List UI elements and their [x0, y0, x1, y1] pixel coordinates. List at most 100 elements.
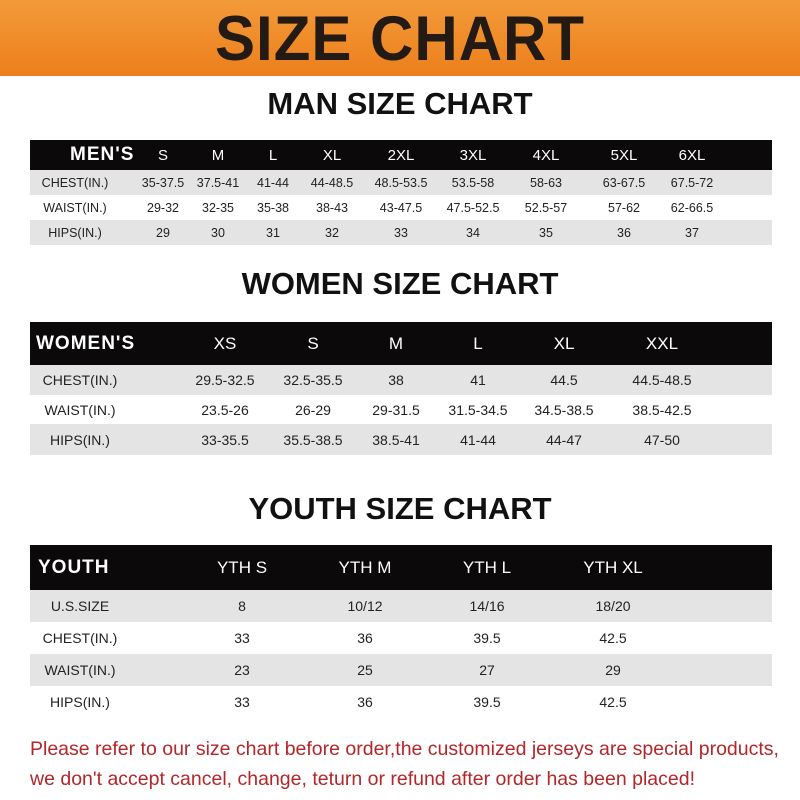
- measurement-cell: 44-47: [546, 431, 582, 448]
- measurement-cell: 38: [388, 372, 404, 388]
- women-size-table: WOMEN'S XS S M L XL XXL CHEST(IN.) 29.5-32.5 32.5…: [30, 322, 772, 455]
- size-header: XXL: [645, 333, 679, 353]
- measurement-cell: 23: [234, 662, 250, 678]
- size-header: S: [157, 146, 169, 164]
- measurement-cell: 44.5-48.5: [632, 372, 692, 388]
- measurement-cell: 57-62: [608, 200, 640, 215]
- measurement-cell: 41-44: [460, 431, 496, 448]
- row-label: WAIST(IN.): [44, 662, 116, 678]
- measurement-cell: 62-66.5: [670, 200, 714, 215]
- measurement-cell: 31: [266, 225, 280, 240]
- measurement-cell: 37.5-41: [196, 175, 240, 190]
- measurement-cell: 29-32: [147, 200, 179, 215]
- size-header: L: [473, 333, 483, 353]
- table-header-row: MEN'S S M L XL 2XL 3XL 4XL 5XL 6XL: [30, 140, 772, 170]
- measurement-cell: 33-35.5: [201, 431, 249, 448]
- table-row: WAIST(IN.) 23 25 27 29: [30, 654, 772, 686]
- row-label: U.S.SIZE: [50, 598, 110, 614]
- measurement-cell: 36: [357, 630, 373, 646]
- measurement-cell: 32: [325, 225, 339, 240]
- table-header-row: WOMEN'S XS S M L XL XXL: [30, 322, 772, 365]
- measurement-cell: 36: [617, 225, 631, 240]
- measurement-cell: 29: [605, 662, 621, 678]
- women-size-chart-title: WOMEN SIZE CHART: [241, 266, 559, 301]
- measurement-cell: 42.5: [599, 630, 627, 646]
- table-row: CHEST(IN.) 33 36 39.5 42.5: [30, 622, 772, 654]
- notice-line-1: Please refer to our size chart before or…: [30, 738, 779, 760]
- table-row: CHEST(IN.) 35-37.5 37.5-41 41-44 44-48.5 48.5…: [30, 170, 772, 195]
- men-size-table: MEN'S S M L XL 2XL 3XL 4XL 5XL 6XL CHEST(IN.) 35-37…: [30, 140, 772, 245]
- measurement-cell: 43-47.5: [379, 200, 423, 215]
- row-label: HIPS(IN.): [50, 431, 110, 448]
- measurement-cell: 34.5-38.5: [534, 401, 594, 418]
- measurement-cell: 63-67.5: [602, 175, 646, 190]
- banner: SIZE CHART: [0, 0, 800, 76]
- youth-size-table: YOUTH YTH S YTH M YTH L YTH XL U.S.SIZE 8 10/12…: [30, 545, 772, 718]
- size-header: 6XL: [678, 146, 706, 164]
- table-row: CHEST(IN.) 29.5-32.5 32.5-35.5 38 41 44.5 44.5…: [30, 365, 772, 395]
- row-label: HIPS(IN.): [50, 694, 110, 710]
- table-row: U.S.SIZE 8 10/12 14/16 18/20: [30, 590, 772, 622]
- size-header: 5XL: [610, 146, 638, 164]
- table-row: WAIST(IN.) 23.5-26 26-29 29-31.5 31.5-34.5 34…: [30, 395, 772, 424]
- measurement-cell: 27: [479, 662, 495, 678]
- measurement-cell: 26-29: [295, 401, 331, 418]
- measurement-cell: 33: [394, 225, 408, 240]
- measurement-cell: 58-63: [530, 175, 562, 190]
- measurement-cell: 67.5-72: [670, 175, 714, 190]
- size-header: 4XL: [532, 146, 560, 164]
- row-label: CHEST(IN.): [42, 372, 118, 388]
- measurement-cell: 39.5: [473, 694, 501, 710]
- measurement-cell: 8: [238, 598, 246, 614]
- measurement-cell: 29: [156, 225, 170, 240]
- measurement-cell: 32-35: [202, 200, 234, 215]
- table-header-row: YOUTH YTH S YTH M YTH L YTH XL: [30, 545, 772, 590]
- size-header: XL: [322, 146, 342, 164]
- measurement-cell: 29-31.5: [372, 401, 420, 418]
- measurement-cell: 34: [466, 225, 480, 240]
- size-header: M: [211, 146, 225, 164]
- measurement-cell: 33: [234, 694, 250, 710]
- table-row: HIPS(IN.) 33-35.5 35.5-38.5 38.5-41 41-44 44-…: [30, 424, 772, 455]
- header-label: WOMEN'S: [36, 332, 136, 354]
- row-label: WAIST(IN.): [43, 200, 107, 215]
- measurement-cell: 44-48.5: [310, 175, 354, 190]
- size-header: 3XL: [459, 146, 487, 164]
- measurement-cell: 39.5: [473, 630, 501, 646]
- measurement-cell: 48.5-53.5: [374, 175, 428, 190]
- size-header: S: [307, 333, 319, 353]
- measurement-cell: 38.5-41: [372, 431, 420, 448]
- measurement-cell: 25: [357, 662, 373, 678]
- table-row: HIPS(IN.) 29 30 31 32 33 34 35 36 37: [30, 220, 772, 245]
- measurement-cell: 35-38: [257, 200, 289, 215]
- measurement-cell: 32.5-35.5: [283, 372, 343, 388]
- measurement-cell: 14/16: [469, 598, 505, 614]
- measurement-cell: 35.5-38.5: [283, 431, 343, 448]
- youth-size-chart-title: YOUTH SIZE CHART: [248, 491, 552, 526]
- measurement-cell: 18/20: [595, 598, 631, 614]
- measurement-cell: 38.5-42.5: [632, 401, 692, 418]
- measurement-cell: 42.5: [599, 694, 627, 710]
- measurement-cell: 10/12: [347, 598, 383, 614]
- measurement-cell: 52.5-57: [524, 200, 568, 215]
- size-header: XL: [553, 333, 575, 353]
- size-header: YTH M: [338, 557, 392, 577]
- size-header: M: [388, 333, 404, 353]
- measurement-cell: 38-43: [316, 200, 348, 215]
- measurement-cell: 35: [539, 225, 553, 240]
- measurement-cell: 41-44: [257, 175, 289, 190]
- size-header: XS: [213, 333, 237, 353]
- measurement-cell: 31.5-34.5: [448, 401, 508, 418]
- measurement-cell: 47-50: [644, 431, 680, 448]
- measurement-cell: 23.5-26: [201, 401, 249, 418]
- measurement-cell: 37: [685, 225, 699, 240]
- measurement-cell: 47.5-52.5: [446, 200, 500, 215]
- measurement-cell: 41: [470, 372, 486, 388]
- table-row: WAIST(IN.) 29-32 32-35 35-38 38-43 43-47.5 47.…: [30, 195, 772, 220]
- table-row: HIPS(IN.) 33 36 39.5 42.5: [30, 686, 772, 718]
- row-label: HIPS(IN.): [48, 225, 102, 240]
- banner-title: SIZE CHART: [215, 2, 585, 74]
- order-notice: Please refer to our size chart before or…: [30, 734, 790, 794]
- size-header: L: [268, 146, 278, 164]
- measurement-cell: 35-37.5: [141, 175, 185, 190]
